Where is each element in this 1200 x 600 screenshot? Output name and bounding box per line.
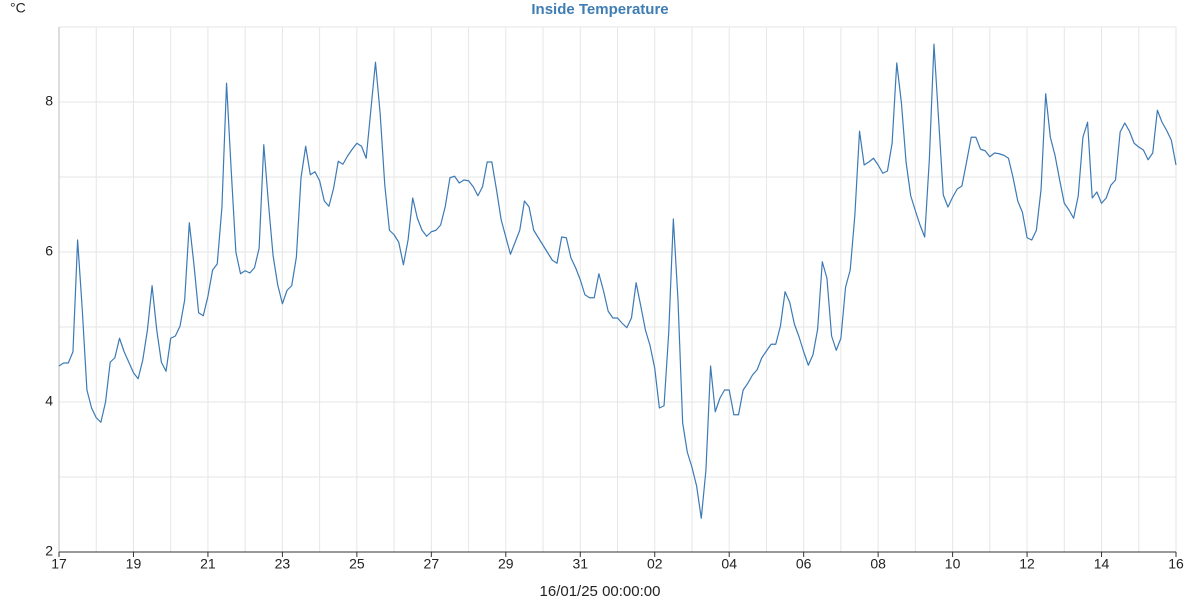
x-tick-label: 27 xyxy=(424,556,440,572)
x-tick-label: 19 xyxy=(126,556,142,572)
x-tick-label: 25 xyxy=(349,556,365,572)
x-tick-label: 16 xyxy=(1168,556,1184,572)
line-series xyxy=(58,43,1177,519)
x-axis-label: 16/01/25 00:00:00 xyxy=(540,583,661,600)
x-tick-label: 17 xyxy=(51,556,67,572)
x-tick-label: 21 xyxy=(200,556,216,572)
x-tick-label: 02 xyxy=(647,556,663,572)
y-axis-label: °C xyxy=(10,0,26,16)
chart-title: Inside Temperature xyxy=(531,1,668,18)
x-tick-label: 23 xyxy=(275,556,291,572)
y-tick-label: 2 xyxy=(45,543,53,559)
y-tick-label: 8 xyxy=(45,93,53,109)
x-tick-label: 12 xyxy=(1019,556,1035,572)
x-tick-label: 08 xyxy=(870,556,886,572)
x-tick-label: 04 xyxy=(721,556,737,572)
x-tick-label: 14 xyxy=(1094,556,1110,572)
y-tick-label: 6 xyxy=(45,243,53,259)
x-tick-label: 10 xyxy=(945,556,961,572)
y-tick-label: 4 xyxy=(45,393,53,409)
x-tick-label: 29 xyxy=(498,556,514,572)
x-tick-label: 31 xyxy=(572,556,588,572)
x-tick-label: 06 xyxy=(796,556,812,572)
